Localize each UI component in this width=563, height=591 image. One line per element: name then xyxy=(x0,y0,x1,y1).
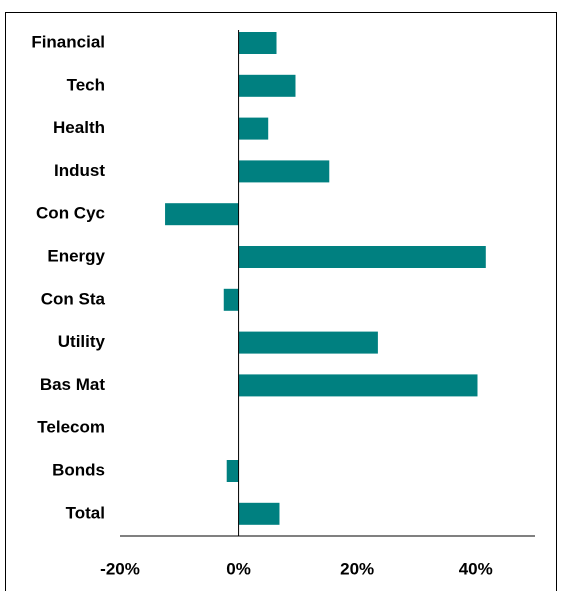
bar xyxy=(238,74,296,97)
y-tick-label: Con Sta xyxy=(41,289,106,308)
bar xyxy=(223,288,239,311)
x-tick-label: 40% xyxy=(459,559,493,578)
bar xyxy=(238,374,478,397)
bar xyxy=(238,117,269,140)
y-tick-label: Financial xyxy=(31,32,105,51)
bar xyxy=(238,32,277,54)
x-tick-label: 0% xyxy=(226,559,251,578)
y-tick-label: Tech xyxy=(67,75,105,94)
y-tick-label: Bonds xyxy=(52,460,105,479)
y-tick-label: Bas Mat xyxy=(40,375,106,394)
bar xyxy=(238,160,330,183)
y-tick-label: Indust xyxy=(54,161,105,180)
y-tick-label: Telecom xyxy=(37,418,105,437)
bar xyxy=(226,460,239,482)
bar xyxy=(238,246,486,268)
y-tick-label: Con Cyc xyxy=(36,204,105,223)
bar xyxy=(238,502,280,525)
y-tick-label: Total xyxy=(66,503,105,522)
x-tick-label: 20% xyxy=(340,559,374,578)
x-tick-label: -20% xyxy=(100,559,140,578)
y-tick-label: Utility xyxy=(58,332,106,351)
y-tick-label: Energy xyxy=(47,246,105,265)
frame xyxy=(5,12,557,591)
y-tick-label: Health xyxy=(53,118,105,137)
bar xyxy=(165,203,239,226)
bar xyxy=(238,331,378,354)
